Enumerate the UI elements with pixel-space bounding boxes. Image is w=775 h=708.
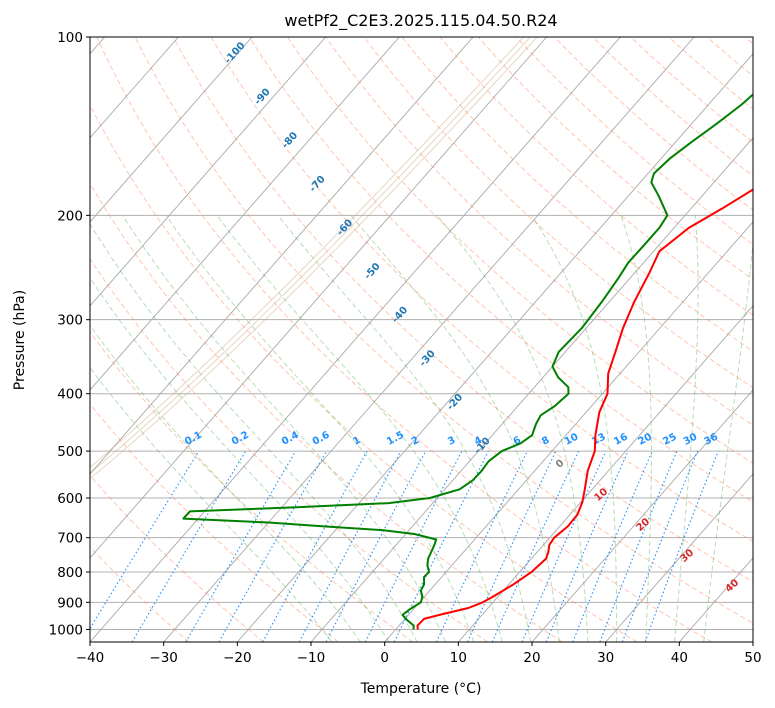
x-tick-label: −10 <box>297 650 326 666</box>
x-tick-label: −40 <box>76 650 105 666</box>
isotherm-line <box>90 37 621 642</box>
moist-adiabat-line <box>277 214 532 642</box>
moist-adiabat-line <box>350 214 560 642</box>
isotherm-line <box>90 37 327 307</box>
moist-adiabat-line <box>703 237 753 642</box>
y-tick-label: 1000 <box>49 622 83 638</box>
dry-adiabat-line <box>90 257 488 642</box>
mixing-ratio-line <box>491 450 580 642</box>
temperature-profile <box>416 188 753 630</box>
isotherm-line <box>384 221 753 642</box>
mixing-ratio-label: 3 <box>446 435 457 448</box>
x-tick-label: 20 <box>523 650 540 666</box>
curved-guide-line <box>90 37 538 480</box>
x-tick-label: −20 <box>223 650 252 666</box>
isotherm-line <box>90 37 253 223</box>
moist-adiabat-line <box>122 215 446 642</box>
plot-frame <box>89 36 754 643</box>
y-tick-label: 200 <box>57 208 83 224</box>
mixing-ratio-line <box>218 450 328 642</box>
mixing-ratio-label: 2 <box>410 435 421 448</box>
isotherm-line <box>163 37 695 642</box>
mixing-ratio-line <box>572 450 653 642</box>
mixing-ratio-line <box>435 450 528 642</box>
isotherm-line <box>605 473 753 642</box>
mixing-ratio-line <box>393 450 489 642</box>
y-tick-label: 700 <box>57 531 83 547</box>
mixing-ratio-label: 6 <box>512 435 523 448</box>
moist-adiabat-line <box>674 215 699 642</box>
dry-adiabat-line <box>325 37 753 426</box>
mixing-ratio-label: 1 <box>351 435 362 448</box>
dry-adiabat-line <box>439 37 753 316</box>
mixing-ratio-line <box>545 450 629 642</box>
curved-guide-line <box>90 37 531 474</box>
x-tick-label: 0 <box>380 650 389 666</box>
y-tick-label: 400 <box>57 387 83 403</box>
moist-adiabat-line <box>436 214 589 642</box>
x-tick-label: 50 <box>744 650 761 666</box>
moist-adiabat-line <box>531 215 618 642</box>
curved-guide-line <box>90 37 524 468</box>
y-tick-label: 600 <box>57 491 83 507</box>
isotherm-line <box>90 37 400 391</box>
y-axis-label: Pressure (hPa) <box>12 290 28 390</box>
dry-adiabat-line <box>134 37 753 624</box>
x-axis-label: Temperature (°C) <box>360 681 482 697</box>
mixing-ratio-line <box>131 450 247 642</box>
mixing-ratio-line <box>185 450 297 642</box>
y-tick-label: 800 <box>57 565 83 581</box>
isotherm-line <box>310 137 753 642</box>
moist-adiabat-line <box>216 215 503 642</box>
isotherm-line <box>531 389 753 642</box>
dry-adiabat-line <box>90 403 339 642</box>
moist-adiabat-line <box>165 215 475 642</box>
y-tick-label: 100 <box>57 30 83 46</box>
isotherm-line <box>457 305 753 642</box>
isotherm-line <box>90 37 474 475</box>
dry-adiabat-line <box>90 331 414 642</box>
moist-adiabat-line <box>620 215 652 642</box>
mixing-ratio-line <box>90 450 200 630</box>
mixing-ratio-label: 4 <box>473 435 484 448</box>
mixing-ratio-line <box>262 450 368 642</box>
x-tick-label: 30 <box>597 650 614 666</box>
moist-adiabat-line <box>90 366 333 642</box>
dry-adiabat-line <box>592 37 753 177</box>
sounding-profiles <box>182 93 753 630</box>
mixing-ratio-label: 8 <box>540 435 551 448</box>
chart-title: wetPf2_C2E3.2025.115.04.50.R24 <box>284 11 557 31</box>
isotherm-line <box>236 53 753 642</box>
x-tick-label: 10 <box>450 650 467 666</box>
x-tick-label: −30 <box>149 650 178 666</box>
x-tick-label: 40 <box>671 650 688 666</box>
dry-adiabat-line <box>401 37 753 352</box>
y-tick-label: 500 <box>57 444 83 460</box>
y-tick-label: 300 <box>57 313 83 329</box>
axis-ticks: −40 −30 −20 −10 0 10 20 30 40 50 100 200 300 400 500 60… <box>49 30 762 666</box>
isotherm-line <box>90 37 548 559</box>
mixing-ratio-line <box>298 450 402 642</box>
dry-adiabat-line <box>90 104 638 642</box>
dry-adiabat-line <box>287 37 753 464</box>
moist-adiabat-line <box>90 222 418 642</box>
dry-adiabat-line <box>515 37 753 246</box>
mixing-ratio-line <box>466 450 557 642</box>
dry-adiabat-line <box>172 37 753 583</box>
dewpoint-profile <box>182 93 753 630</box>
y-tick-label: 900 <box>57 595 83 611</box>
dry-adiabat-line <box>363 37 753 389</box>
